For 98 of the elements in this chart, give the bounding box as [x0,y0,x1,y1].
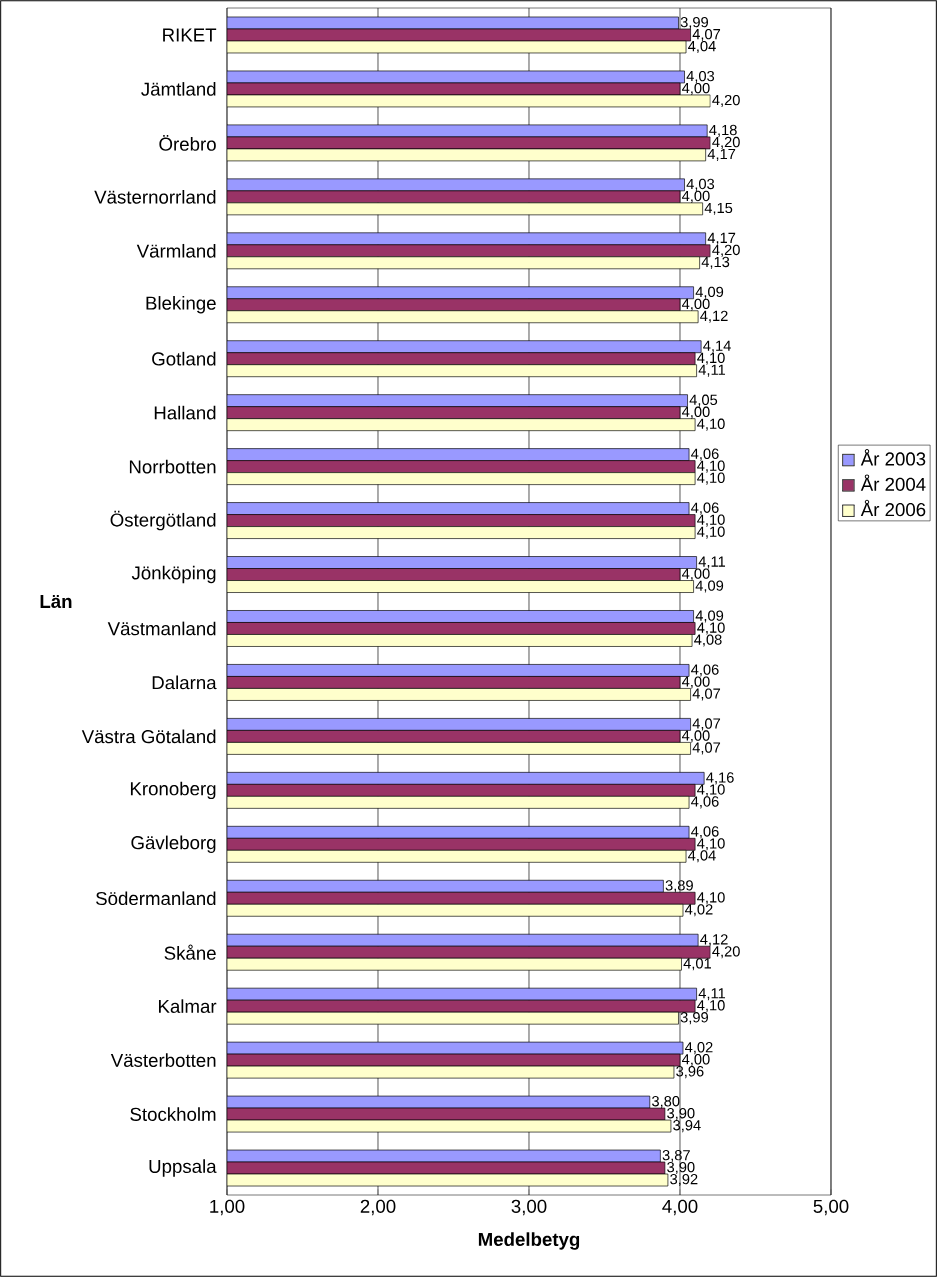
data-label: 3,99 [680,16,708,30]
data-label: 4,20 [712,244,740,257]
data-label: 4,10 [697,622,725,635]
data-label: 4,15 [704,202,733,215]
y-tick-label: Halland [154,405,216,420]
data-label: 4,11 [698,556,726,569]
y-tick-label: Stockholm [130,1107,216,1121]
y-tick-label: Jämtland [141,82,216,96]
data-label: 4,03 [686,70,715,83]
data-label: 4,16 [706,772,734,785]
data-label: 3,92 [670,1173,698,1187]
y-tick-label: Dalarna [152,675,217,690]
data-label: 4,10 [697,526,725,539]
data-label: 4,10 [697,514,725,527]
y-tick-label: Kronoberg [130,781,216,800]
data-label: 4,00 [682,190,710,203]
data-label: 3,90 [667,1161,695,1175]
data-label: 4,01 [683,958,711,971]
y-tick-label: Gotland [152,351,216,366]
y-tick-label: Värmland [136,243,216,258]
data-label: 4,09 [695,580,724,593]
data-label: 4,20 [712,946,740,959]
data-label: 4,17 [707,148,736,161]
data-label: 3,94 [673,1120,701,1133]
data-label: 4,03 [686,178,715,191]
legend-label: År 2004 [860,474,926,491]
data-label: 3,80 [652,1096,680,1109]
data-label: 4,00 [682,1054,710,1067]
data-label: 4,10 [697,1000,725,1013]
data-label: 4,11 [698,988,726,1001]
y-tick-label: Uppsala [149,1159,217,1177]
data-label: 4,20 [712,94,740,107]
y-tick-label: Södermanland [96,891,216,906]
data-label: 4,00 [682,298,710,311]
data-label: 4,02 [685,1042,713,1055]
y-tick-label: Östergötland [110,510,216,531]
y-tick-label: Örebro [159,134,216,151]
data-label: 4,09 [695,610,724,623]
data-label: 4,00 [682,676,710,689]
data-label: 3,96 [676,1066,704,1079]
data-label: 4,00 [682,730,710,743]
data-label: 4,20 [712,136,740,149]
data-label: 4,08 [694,634,722,647]
data-label: 4,10 [697,838,725,851]
x-tick-label: 1,00 [210,1199,245,1216]
y-tick-label: Skåne [164,944,216,960]
data-label: 4,17 [707,232,736,245]
x-axis-title: Medelbetyg [478,1232,580,1250]
y-tick-label: Kalmar [159,999,217,1014]
data-label: 4,05 [689,394,718,407]
y-tick-label: RIKET [163,28,217,42]
x-tick-label: 3,00 [511,1199,547,1216]
data-label: 4,12 [700,934,728,947]
legend-label: År 2006 [860,499,926,517]
data-label: 4,06 [691,502,719,515]
data-label: 4,04 [688,40,716,54]
data-label: 4,00 [682,406,710,419]
data-label: 4,00 [682,568,710,581]
data-label: 4,07 [692,718,721,731]
data-label: 4,06 [691,448,719,461]
x-tick-label: 4,00 [662,1199,698,1216]
data-label: 4,10 [697,460,725,473]
data-label: 4,18 [709,124,737,137]
data-label: 4,02 [685,904,713,917]
y-tick-label: Gävleborg [131,835,216,853]
data-label: 4,06 [691,826,719,839]
data-label: 4,04 [688,850,716,863]
data-label: 4,13 [701,256,730,269]
data-label: 4,10 [697,418,725,431]
y-tick-label: Blekinge [146,296,216,314]
y-tick-label: Västerbotten [110,1053,216,1067]
data-label: 4,07 [692,28,721,42]
data-label: 4,11 [698,364,726,377]
data-label: 4,06 [691,796,719,809]
y-tick-label: Jönköping [131,565,216,584]
data-label: 3,87 [662,1149,690,1163]
data-label: 4,14 [703,340,731,353]
y-tick-label: Västernorrland [94,189,216,204]
data-label: 4,09 [695,286,724,299]
data-label: 3,90 [667,1108,695,1121]
data-label: 4,00 [682,82,710,95]
y-tick-label: Västra Götaland [81,729,216,744]
y-axis-title: Län [40,594,72,609]
legend-label: År 2003 [860,449,926,466]
x-tick-label: 2,00 [360,1199,396,1216]
y-tick-label: Västmanland [107,621,216,636]
data-label: 4,10 [697,784,725,797]
data-label: 4,07 [692,688,721,701]
data-label: 4,06 [691,664,719,677]
y-tick-label: Norrbotten [129,459,216,474]
data-label: 4,07 [692,742,721,755]
x-tick-label: 5,00 [813,1199,849,1216]
data-label: 4,12 [700,310,728,323]
data-label: 3,89 [665,880,693,893]
data-label: 3,99 [680,1012,708,1025]
data-label: 4,10 [697,892,725,905]
data-label: 4,10 [697,472,725,485]
data-label: 4,10 [697,352,725,365]
